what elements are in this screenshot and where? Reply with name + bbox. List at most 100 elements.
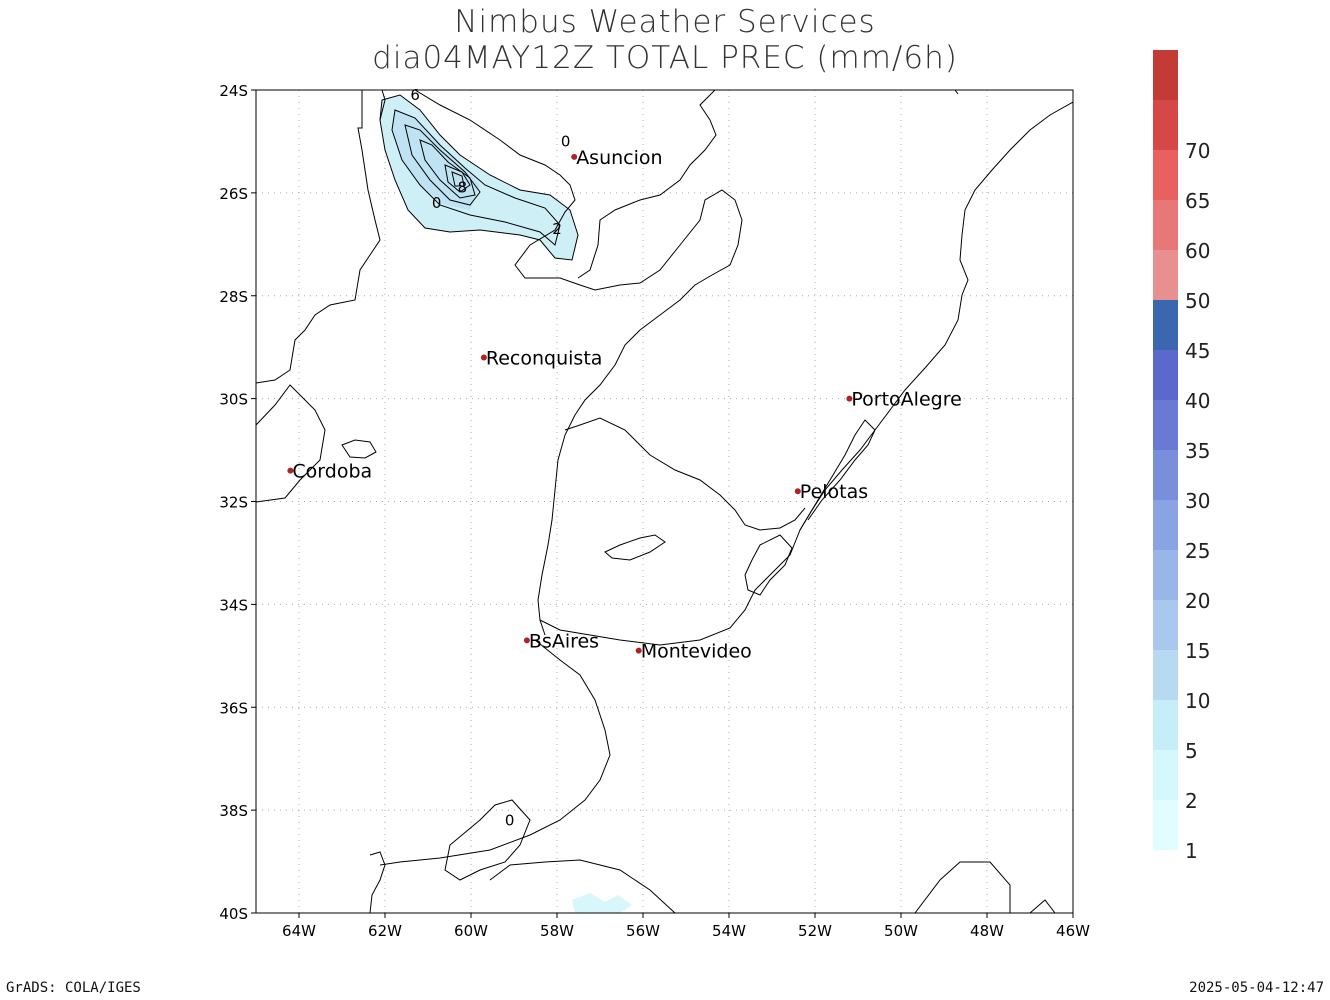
- city-marker-dot: [635, 647, 642, 654]
- coastline: [577, 90, 717, 279]
- lat-tick-label: 28S: [219, 288, 248, 306]
- colorbar-swatch: [1153, 100, 1178, 150]
- city-marker-dot: [287, 467, 294, 474]
- city-label: Montevideo: [641, 641, 752, 663]
- coastline: [379, 639, 611, 866]
- colorbar-swatch: [1153, 600, 1178, 650]
- lat-tick-label: 24S: [219, 82, 248, 100]
- lake-outline: [604, 534, 666, 561]
- latitude-axis: 24S 26S 28S 30S 32S 34S 36S 38S 40S: [219, 82, 256, 923]
- colorbar-label: 45: [1185, 339, 1210, 363]
- precip-shading: [380, 95, 632, 913]
- city-marker-dot: [480, 354, 487, 361]
- colorbar-label: 60: [1185, 239, 1210, 263]
- lake-outline: [341, 439, 377, 459]
- city-label: Asuncion: [576, 147, 662, 169]
- precip-contours: [379, 94, 1056, 913]
- colorbar-swatch: [1153, 300, 1178, 350]
- contour-line: [419, 139, 476, 199]
- lon-tick-label: 52W: [798, 922, 832, 940]
- contour-line: [444, 799, 531, 881]
- colorbar-label: 5: [1185, 739, 1198, 763]
- border-line: [414, 90, 743, 636]
- colorbar-swatch: [1153, 550, 1178, 600]
- lon-tick-label: 64W: [282, 922, 316, 940]
- coastline: [379, 90, 386, 121]
- footer-credit: GrADS: COLA/IGES: [6, 980, 141, 996]
- coastline: [799, 419, 876, 531]
- contour-line: [444, 164, 471, 193]
- lat-tick-label: 32S: [219, 494, 248, 512]
- contour-line: [404, 124, 481, 206]
- colorbar-label: 35: [1185, 439, 1210, 463]
- colorbar-label: 50: [1185, 289, 1210, 313]
- city-marker-dot: [571, 153, 578, 160]
- contour-label: 6: [410, 86, 420, 104]
- city-marker-dot: [794, 488, 801, 495]
- city-marker-dot: [846, 395, 853, 402]
- contour-label: 0: [505, 811, 515, 829]
- colorbar-swatch: [1153, 50, 1178, 100]
- lon-tick-label: 60W: [454, 922, 488, 940]
- colorbar-swatch: [1153, 400, 1178, 450]
- longitude-axis: 64W 62W 60W 58W 56W 54W 52W 50W 48W 46W: [282, 913, 1090, 940]
- lat-tick-label: 38S: [219, 802, 248, 820]
- colorbar-swatch: [1153, 700, 1178, 750]
- city-label: Reconquista: [486, 347, 603, 369]
- lat-tick-label: 30S: [219, 391, 248, 409]
- contour-line: [1029, 899, 1056, 913]
- precip-area-south: [572, 893, 632, 913]
- colorbar-label: 15: [1185, 639, 1210, 663]
- city-marker-dot: [523, 637, 530, 644]
- city-label: BsAires: [529, 630, 599, 652]
- border-line: [256, 90, 381, 384]
- colorbar-label: 1: [1185, 839, 1198, 863]
- coastline: [539, 101, 1073, 646]
- colorbar-swatch: [1153, 200, 1178, 250]
- lon-tick-label: 46W: [1056, 922, 1090, 940]
- lon-tick-label: 58W: [540, 922, 574, 940]
- colorbar-label: 25: [1185, 539, 1210, 563]
- contour-label: 8: [458, 179, 468, 197]
- city-label: Pelotas: [800, 481, 868, 503]
- colorbar-swatch: [1153, 150, 1178, 200]
- colorbar-swatch: [1153, 450, 1178, 500]
- lat-tick-label: 36S: [219, 699, 248, 717]
- colorbar-swatch: [1153, 800, 1178, 850]
- border-line: [564, 417, 806, 531]
- lon-tick-label: 48W: [970, 922, 1004, 940]
- footer-timestamp: 2025-05-04-12:47: [1189, 980, 1324, 996]
- precip-area-mid: [392, 110, 480, 210]
- contour-label: 2: [552, 220, 562, 238]
- lat-tick-label: 26S: [219, 185, 248, 203]
- colorbar-label: 40: [1185, 389, 1210, 413]
- colorbar-label: 20: [1185, 589, 1210, 613]
- colorbar-label: 2: [1185, 789, 1198, 813]
- contour-line: [914, 861, 1011, 913]
- colorbar-label: 65: [1185, 189, 1210, 213]
- lon-tick-label: 62W: [368, 922, 402, 940]
- colorbar-swatch: [1153, 500, 1178, 550]
- lon-tick-label: 54W: [712, 922, 746, 940]
- lat-tick-label: 40S: [219, 905, 248, 923]
- coastlines-borders: [256, 90, 1073, 913]
- colorbar-label: 10: [1185, 689, 1210, 713]
- map-grid: [256, 90, 1073, 913]
- colorbar-swatch: [1153, 350, 1178, 400]
- city-label: Cordoba: [292, 461, 372, 483]
- colorbar-label: 30: [1185, 489, 1210, 513]
- city-label: PortoAlegre: [851, 389, 961, 411]
- contour-line: [489, 859, 676, 913]
- lon-tick-label: 50W: [884, 922, 918, 940]
- contour-line: [391, 109, 561, 246]
- colorbar-swatch: [1153, 650, 1178, 700]
- lat-tick-label: 34S: [219, 596, 248, 614]
- colorbar-swatch: [1153, 750, 1178, 800]
- map-subtitle: dia04MAY12Z TOTAL PREC (mm/6h): [372, 40, 958, 76]
- contour-label: 0: [561, 132, 571, 150]
- border-line: [256, 384, 326, 503]
- city-markers: Asuncion Reconquista PortoAlegre Cordoba Pel…: [287, 147, 962, 663]
